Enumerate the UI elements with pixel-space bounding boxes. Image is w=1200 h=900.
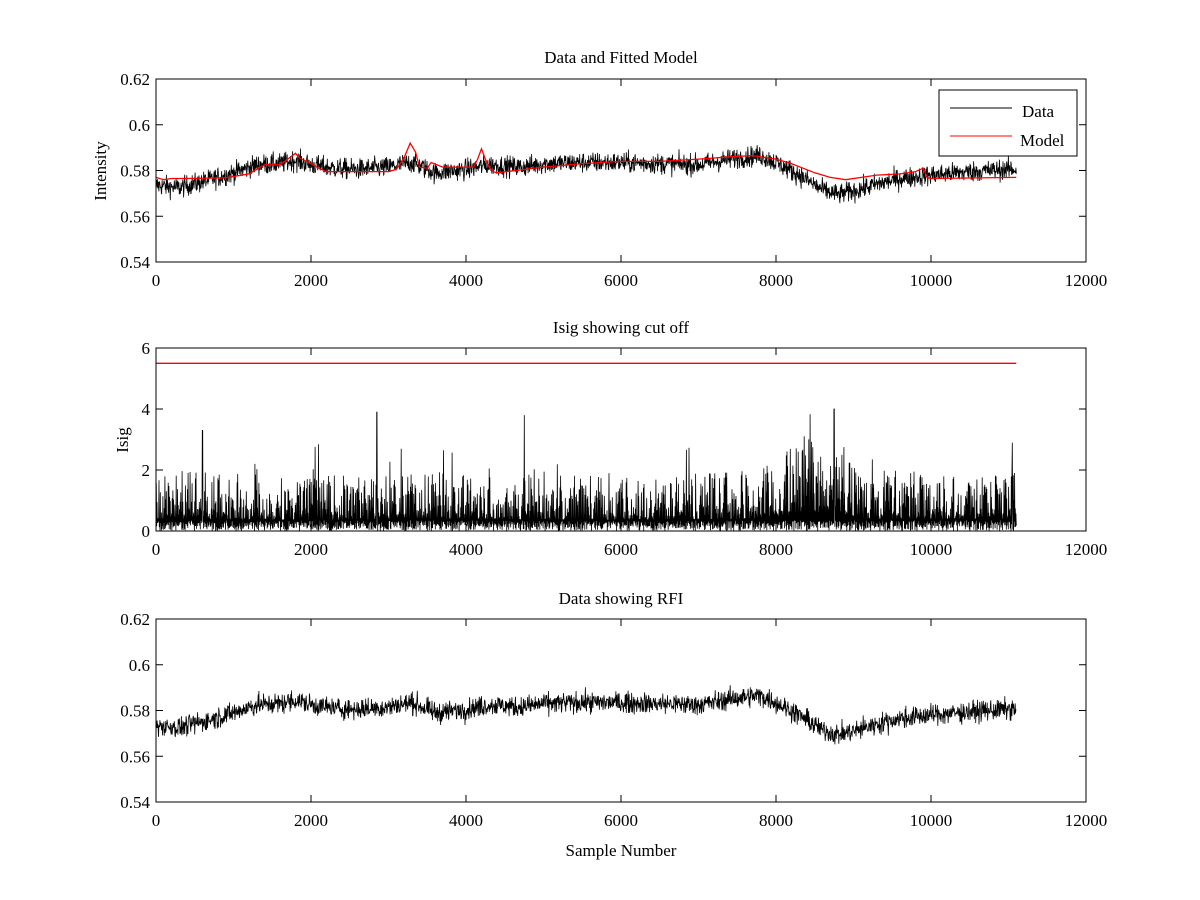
x-tick-label: 0 xyxy=(152,271,161,290)
panel-1-ticks: 0 2000 4000 6000 8000 10000 12000 0.54 0.56 0.58 0… xyxy=(120,70,1107,290)
y-tick-label: 0.58 xyxy=(120,162,150,181)
panel-1: Data and Fitted Model Intensity 0 2000 400… xyxy=(91,48,1107,290)
panel-2-ylabel: Isig xyxy=(113,427,132,453)
x-tick-label: 2000 xyxy=(294,271,328,290)
x-tick-label: 4000 xyxy=(449,540,483,559)
x-tick-label: 4000 xyxy=(449,271,483,290)
x-tick-label: 0 xyxy=(152,540,161,559)
y-tick-label: 0.56 xyxy=(120,747,150,766)
panel-2: Isig showing cut off Isig 0 2000 4000 6000 8… xyxy=(113,318,1107,559)
panel-3: Data showing RFI 0 2000 4000 6000 8000 10000 1… xyxy=(120,589,1107,860)
legend-box xyxy=(938,89,1078,157)
x-tick-label: 6000 xyxy=(604,271,638,290)
series-line-data xyxy=(155,685,1017,745)
x-tick-label: 8000 xyxy=(759,811,793,830)
x-tick-label: 12000 xyxy=(1065,540,1108,559)
panel-1-title: Data and Fitted Model xyxy=(544,48,698,67)
y-tick-label: 0.54 xyxy=(120,253,150,272)
panel-2-series xyxy=(155,362,1017,532)
x-tick-label: 0 xyxy=(152,811,161,830)
panel-3-xlabel: Sample Number xyxy=(566,841,677,860)
y-tick-label: 2 xyxy=(142,461,151,480)
y-tick-label: 0.62 xyxy=(120,70,150,89)
y-tick-label: 0.56 xyxy=(120,207,150,226)
y-tick-label: 0.54 xyxy=(120,793,150,812)
series-line-isig xyxy=(155,408,1017,532)
x-tick-label: 8000 xyxy=(759,271,793,290)
x-tick-label: 2000 xyxy=(294,811,328,830)
x-tick-label: 12000 xyxy=(1065,271,1108,290)
y-tick-label: 4 xyxy=(142,400,151,419)
series-line-model xyxy=(155,141,1017,181)
y-tick-label: 0.6 xyxy=(129,656,150,675)
y-tick-label: 0.6 xyxy=(129,116,150,135)
panel-3-ticks: 0 2000 4000 6000 8000 10000 12000 0.54 0.56 0.58 0… xyxy=(120,610,1107,830)
x-tick-label: 12000 xyxy=(1065,811,1108,830)
panel-1-ylabel: Intensity xyxy=(91,141,110,201)
y-tick-label: 0.58 xyxy=(120,702,150,721)
x-tick-label: 10000 xyxy=(910,540,953,559)
legend-label-data: Data xyxy=(1022,102,1055,121)
panel-1-legend: Data Model xyxy=(938,89,1078,157)
x-tick-label: 10000 xyxy=(910,811,953,830)
y-tick-label: 0 xyxy=(142,522,151,541)
x-tick-label: 10000 xyxy=(910,271,953,290)
series-line-data xyxy=(155,145,1017,204)
x-tick-label: 2000 xyxy=(294,540,328,559)
panel-2-title: Isig showing cut off xyxy=(553,318,689,337)
y-tick-label: 6 xyxy=(142,339,151,358)
panel-1-series xyxy=(155,141,1017,204)
panel-3-title: Data showing RFI xyxy=(559,589,684,608)
y-tick-label: 0.62 xyxy=(120,610,150,629)
legend-label-model: Model xyxy=(1020,131,1065,150)
panel-2-ticks: 0 2000 4000 6000 8000 10000 12000 0 2 4 6 xyxy=(142,339,1108,559)
x-tick-label: 8000 xyxy=(759,540,793,559)
panel-3-series xyxy=(155,685,1017,745)
x-tick-label: 4000 xyxy=(449,811,483,830)
x-tick-label: 6000 xyxy=(604,540,638,559)
x-tick-label: 6000 xyxy=(604,811,638,830)
